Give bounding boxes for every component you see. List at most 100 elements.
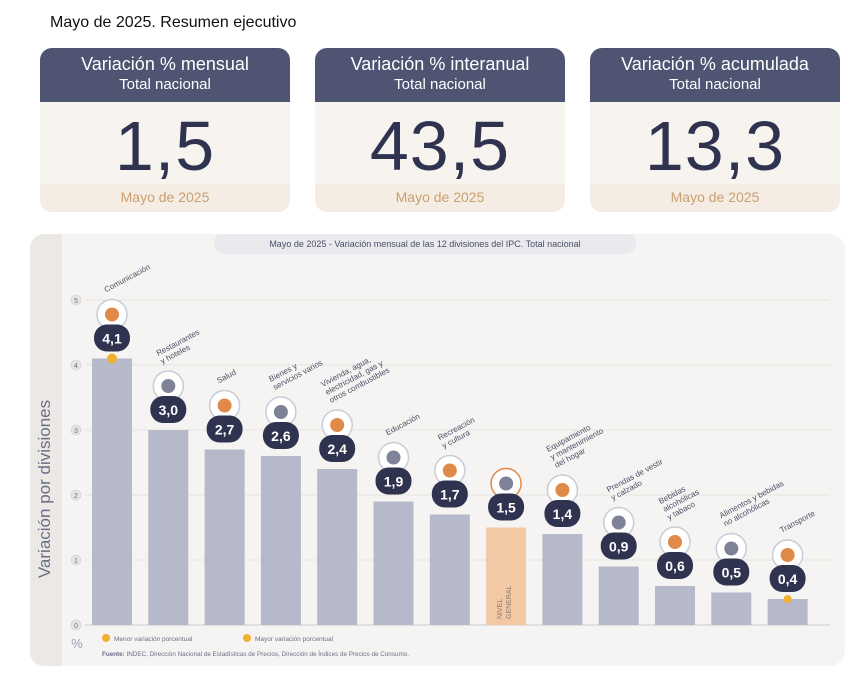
y-tick-label: 1 <box>74 558 78 565</box>
card-body: 13,3 Mayo de 2025 <box>590 102 840 212</box>
value-badge <box>544 500 581 527</box>
value-badge <box>713 558 750 586</box>
card-value: 43,5 <box>369 107 511 185</box>
card-subtitle: Total nacional <box>669 76 761 93</box>
highlight-label-line: GENERAL <box>506 585 513 619</box>
y-tick-label: 0 <box>74 623 78 630</box>
accumulated-variation-card: Variación % acumulada Total nacional 13,… <box>590 48 840 212</box>
card-period: Mayo de 2025 <box>40 184 290 212</box>
value-badge <box>206 415 243 443</box>
category-icon-glyph <box>273 405 288 419</box>
bar <box>655 586 695 625</box>
bar <box>429 514 470 625</box>
y-tick-dot <box>70 554 82 566</box>
highlight-label-line: NIVEL <box>497 599 504 619</box>
bar <box>598 566 639 625</box>
y-tick-dot <box>70 619 82 631</box>
y-tick-dot <box>70 359 82 371</box>
value-badge <box>319 435 356 462</box>
data-label: 0,9 <box>609 539 629 555</box>
value-badge <box>657 552 693 579</box>
category-icon-glyph <box>217 398 232 413</box>
card-header: Variación % interanual Total nacional <box>315 48 565 102</box>
legend-label: Mayor variación porcentual <box>255 636 334 643</box>
legend-marker <box>102 634 110 642</box>
value-badge <box>769 565 806 592</box>
value-badge <box>262 422 299 449</box>
category-label-line: Comunicación <box>103 263 152 295</box>
card-title: Variación % acumulada <box>621 54 809 74</box>
y-tick-dot <box>70 294 82 306</box>
data-label: 1,5 <box>496 500 516 516</box>
category-icon-glyph <box>780 548 795 562</box>
value-badge <box>600 532 637 560</box>
y-axis-unit: % <box>71 636 83 651</box>
category-label: Educación <box>384 412 421 437</box>
value-badge <box>488 493 525 521</box>
bar <box>542 534 583 625</box>
value-badge <box>150 396 187 423</box>
data-label: 2,4 <box>327 441 347 457</box>
category-label: Transporte <box>778 509 817 535</box>
card-value: 1,5 <box>114 107 216 185</box>
card-body: 1,5 Mayo de 2025 <box>40 102 290 212</box>
axis-band-fill <box>46 234 62 666</box>
category-label: Comunicación <box>103 263 152 295</box>
card-title: Variación % mensual <box>81 54 249 74</box>
card-value: 13,3 <box>644 107 786 185</box>
bar <box>767 599 808 625</box>
value-badge <box>431 480 468 508</box>
card-period: Mayo de 2025 <box>590 184 840 212</box>
chart-title-pill <box>214 234 636 254</box>
category-label: Vivienda, agua,electricidad, gas yotros … <box>319 355 391 405</box>
card-header: Variación % acumulada Total nacional <box>590 48 840 102</box>
bar <box>711 592 752 625</box>
category-icon-glyph <box>724 541 739 556</box>
data-label: 0,4 <box>778 571 798 587</box>
data-label: 0,5 <box>722 565 742 581</box>
legend-marker <box>243 634 251 642</box>
data-label: 0,6 <box>665 558 685 574</box>
data-label: 1,7 <box>440 487 460 503</box>
y-tick-label: 2 <box>74 493 78 500</box>
min-marker <box>783 595 792 603</box>
category-icon-glyph <box>105 307 119 322</box>
card-body: 43,5 Mayo de 2025 <box>315 102 565 212</box>
category-icon-glyph <box>668 535 682 549</box>
source-label: Fuente: <box>102 651 125 658</box>
data-label: 3,0 <box>159 402 179 418</box>
bar <box>204 449 245 625</box>
y-tick-label: 4 <box>74 363 78 370</box>
value-badge <box>94 324 130 352</box>
data-label: 2,7 <box>215 422 235 438</box>
bar <box>373 501 414 625</box>
category-icon-glyph <box>330 418 345 432</box>
card-title: Variación % interanual <box>350 54 530 74</box>
max-marker <box>107 353 117 364</box>
bar <box>486 527 527 625</box>
highlight-label: NIVEL GENERAL <box>497 585 513 619</box>
category-icon-glyph <box>611 515 626 530</box>
legend-label: Menor variación porcentual <box>114 636 193 643</box>
data-label: 2,6 <box>271 428 291 444</box>
chart-title: Mayo de 2025 - Variación mensual de las … <box>269 239 580 249</box>
category-label: Salud <box>215 368 237 386</box>
card-header: Variación % mensual Total nacional <box>40 48 290 102</box>
category-icon-glyph <box>555 483 570 497</box>
category-icon-glyph <box>161 379 176 393</box>
data-label: 1,9 <box>384 474 404 490</box>
y-tick-dot <box>70 424 82 436</box>
source-note: Fuente: INDEC, Dirección Nacional de Est… <box>102 649 409 658</box>
category-label-line: Educación <box>384 412 421 437</box>
data-label: 4,1 <box>102 331 122 347</box>
y-tick-dot <box>70 489 82 501</box>
interannual-variation-card: Variación % interanual Total nacional 43… <box>315 48 565 212</box>
category-icon-glyph <box>442 463 457 478</box>
monthly-variation-card: Variación % mensual Total nacional 1,5 M… <box>40 48 290 212</box>
bar <box>148 430 189 625</box>
category-icon-glyph <box>386 450 401 465</box>
